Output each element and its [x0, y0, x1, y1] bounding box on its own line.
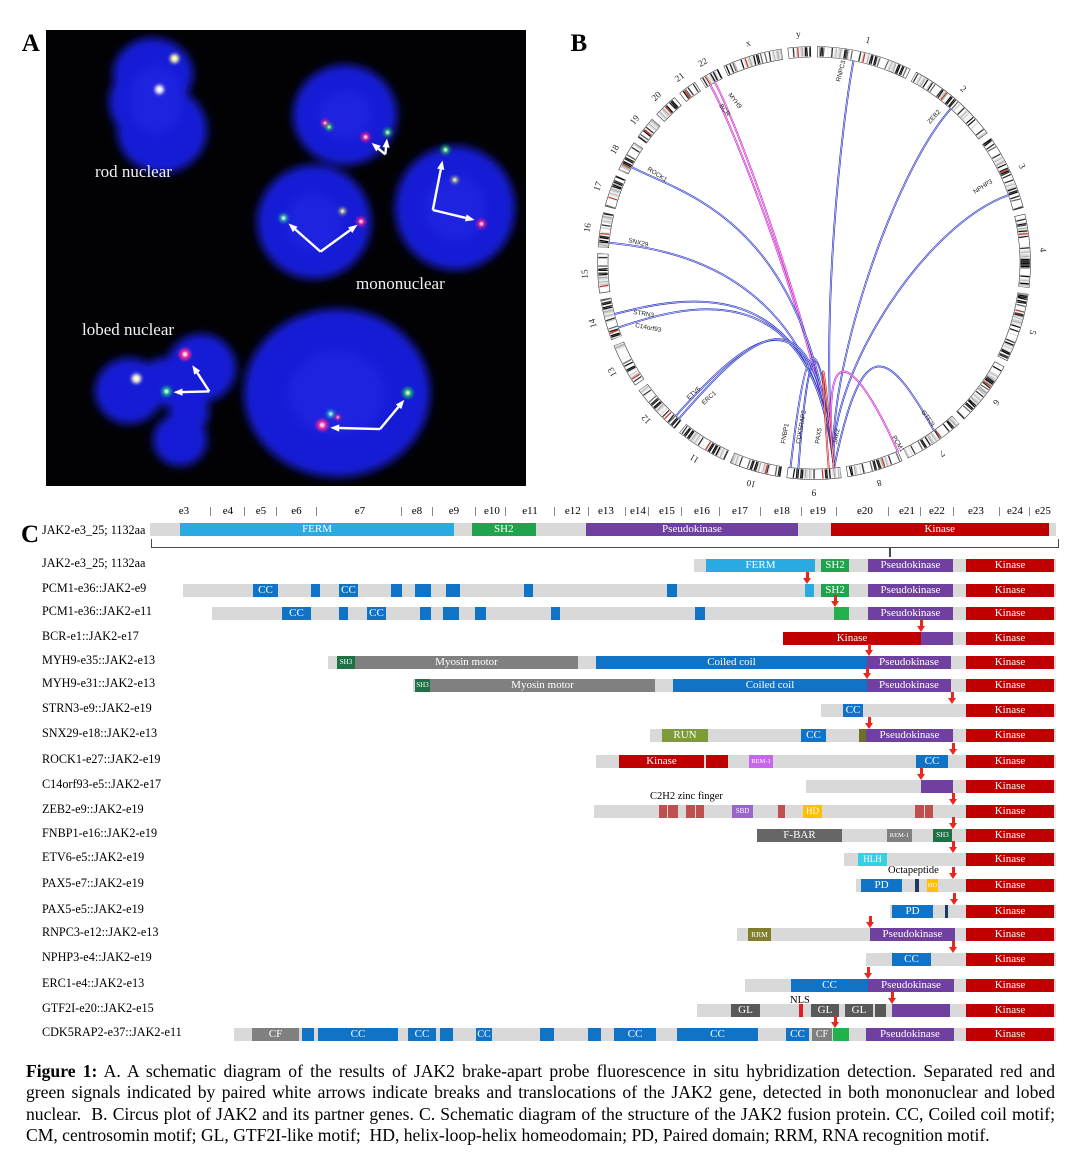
svg-text:x: x	[745, 38, 753, 49]
svg-text:13: 13	[605, 365, 618, 378]
svg-text:22: 22	[696, 55, 709, 68]
svg-text:PAX5: PAX5	[814, 427, 824, 444]
svg-text:rod nuclear: rod nuclear	[95, 162, 172, 181]
svg-text:14: 14	[586, 317, 598, 329]
svg-text:7: 7	[937, 448, 947, 459]
svg-text:19: 19	[628, 113, 642, 127]
svg-text:MYH9: MYH9	[726, 92, 743, 111]
svg-text:GTF2I: GTF2I	[919, 409, 935, 428]
svg-text:1: 1	[865, 35, 872, 46]
svg-text:4: 4	[1038, 247, 1048, 253]
svg-text:12: 12	[639, 412, 653, 426]
svg-text:SNX29: SNX29	[628, 237, 650, 249]
svg-text:mononuclear: mononuclear	[356, 274, 445, 293]
svg-text:ETV6: ETV6	[686, 385, 703, 401]
svg-text:JAK2: JAK2	[832, 428, 842, 445]
svg-text:16: 16	[582, 222, 593, 233]
svg-text:y: y	[796, 29, 802, 39]
svg-text:20: 20	[650, 89, 664, 103]
svg-text:5: 5	[1027, 329, 1038, 337]
svg-text:lobed nuclear: lobed nuclear	[82, 320, 174, 339]
svg-text:2: 2	[958, 84, 968, 95]
svg-text:RNPC3: RNPC3	[835, 59, 847, 82]
svg-text:NPHP3: NPHP3	[972, 178, 994, 196]
svg-text:STRN3: STRN3	[633, 309, 655, 319]
svg-text:18: 18	[608, 143, 621, 156]
svg-text:11: 11	[688, 452, 701, 465]
svg-text:17: 17	[591, 180, 604, 192]
svg-text:FNBP1: FNBP1	[780, 422, 791, 444]
svg-text:PCM1: PCM1	[890, 435, 905, 454]
svg-text:3: 3	[1017, 162, 1028, 171]
svg-text:9: 9	[811, 488, 816, 498]
svg-text:10: 10	[745, 478, 757, 490]
svg-text:8: 8	[875, 478, 883, 489]
svg-text:15: 15	[580, 269, 590, 279]
svg-text:C14orf93: C14orf93	[635, 322, 663, 334]
svg-text:21: 21	[673, 70, 687, 84]
svg-text:6: 6	[991, 398, 1002, 408]
